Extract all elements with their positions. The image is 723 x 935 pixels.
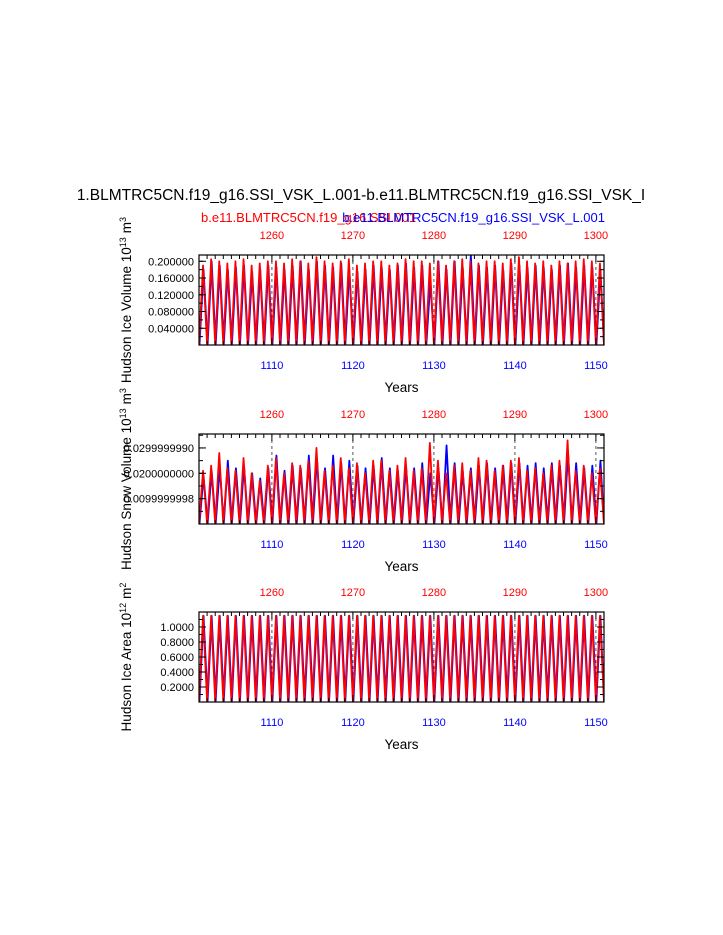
x-tick-label-1130: 1130	[422, 717, 446, 729]
y-tick-label: 0.6000	[160, 652, 194, 664]
x-top-tick-label-1290: 1290	[503, 230, 527, 242]
x-tick-label-1150: 1150	[584, 360, 608, 372]
x-top-tick-label-1270: 1270	[341, 230, 365, 242]
x-tick-label-1120: 1120	[341, 360, 365, 372]
x-tick-label-1120: 1120	[341, 539, 365, 551]
series-line-red	[199, 439, 604, 524]
y-axis-label-ylabel-sup: 13	[118, 237, 128, 247]
x-tick-label-1150: 1150	[584, 717, 608, 729]
x-top-tick-label-1290: 1290	[503, 587, 527, 599]
series-group	[199, 439, 604, 524]
x-top-tick-label-1280: 1280	[422, 409, 446, 421]
y-axis-label-ylabel: Hudson Ice Volume 10	[119, 247, 134, 383]
y-tick-label: 0.2000	[160, 682, 194, 694]
x-top-tick-label-1300: 1300	[584, 230, 608, 242]
y-tick-label: 1.0000	[160, 622, 194, 634]
y-axis-label-ylabel-unit: m	[119, 393, 134, 404]
y-axis-label-ylabel-unit: m	[119, 222, 134, 233]
x-tick-label-1110: 1110	[260, 539, 283, 551]
y-tick-label: 0.4000	[160, 667, 194, 679]
x-top-tick-label-1260: 1260	[260, 230, 284, 242]
y-axis-label: Hudson Snow Volume 1013 m3	[118, 388, 134, 570]
panels: 1110 1260 1120 1270 1130 1280 1140 1290 1150 1300…	[118, 217, 608, 752]
legend-blue-label: b.e11.BLMTRC5CN.f19_g16.SSI_VSK_L.001	[342, 210, 605, 225]
x-tick-label-1150: 1150	[584, 539, 608, 551]
y-tick-label: 0.160000	[148, 273, 194, 285]
x-tick-label-1140: 1140	[503, 539, 527, 551]
x-tick-label-1140: 1140	[503, 360, 527, 372]
series-line-red	[199, 614, 604, 702]
chart-panel-3: 1110 1260 1120 1270 1130 1280 1140 1290 1150 1300…	[118, 583, 608, 752]
x-top-tick-label-1300: 1300	[584, 587, 608, 599]
x-top-tick-label-1290: 1290	[503, 409, 527, 421]
series-group	[199, 614, 604, 702]
chart-panel-1: 1110 1260 1120 1270 1130 1280 1140 1290 1150 1300…	[118, 217, 608, 395]
y-tick-label: 0.8000	[160, 637, 194, 649]
x-axis-label: Years	[384, 737, 418, 752]
y-axis-label-ylabel-sup: 12	[118, 603, 128, 613]
y-axis-label-ylabel-sup: 13	[118, 408, 128, 418]
y-tick-label: 0.200000	[148, 256, 194, 268]
x-axis-label: Years	[384, 380, 418, 395]
x-tick-label-1130: 1130	[422, 360, 446, 372]
x-tick-label-1130: 1130	[422, 539, 446, 551]
y-axis-label-ylabel-unit-sup: 3	[118, 388, 128, 393]
x-top-tick-label-1300: 1300	[584, 409, 608, 421]
x-tick-label-1110: 1110	[260, 717, 283, 729]
x-top-tick-label-1280: 1280	[422, 587, 446, 599]
x-top-tick-label-1280: 1280	[422, 230, 446, 242]
y-axis-label-ylabel-unit: m	[119, 588, 134, 599]
legend-red-label: b.e11.BLMTRC5CN.f19_g16.SSI.001	[201, 210, 416, 225]
x-tick-label-1110: 1110	[260, 360, 283, 372]
y-axis-label: Hudson Ice Area 1012 m2	[118, 583, 134, 732]
y-axis-label-ylabel-unit-sup: 3	[118, 217, 128, 222]
y-axis-label-ylabel: Hudson Snow Volume 10	[119, 418, 134, 570]
x-top-tick-label-1260: 1260	[260, 587, 284, 599]
x-top-tick-label-1260: 1260	[260, 409, 284, 421]
y-tick-label: 0.080000	[148, 307, 194, 319]
y-tick-label: 0.0299999990	[124, 443, 194, 455]
y-tick-label: 0.0200000000	[124, 468, 194, 480]
x-axis-label: Years	[384, 559, 418, 574]
y-tick-label: 0.040000	[148, 323, 194, 335]
y-tick-label: 0.0099999998	[124, 494, 194, 506]
x-top-tick-label-1270: 1270	[341, 587, 365, 599]
chart-panel-2: 1110 1260 1120 1270 1130 1280 1140 1290 1150 1300…	[118, 388, 608, 574]
y-axis-label-ylabel: Hudson Ice Area 10	[119, 613, 134, 732]
y-tick-label: 0.120000	[148, 290, 194, 302]
series-group	[199, 255, 604, 345]
x-tick-label-1140: 1140	[503, 717, 527, 729]
figure-title: 1.BLMTRC5CN.f19_g16.SSI_VSK_L.001-b.e11.…	[77, 187, 645, 204]
series-line-red	[199, 256, 604, 345]
y-axis-label: Hudson Ice Volume 1013 m3	[118, 217, 134, 383]
x-tick-label-1120: 1120	[341, 717, 365, 729]
y-axis-label-ylabel-unit-sup: 2	[118, 583, 128, 588]
x-top-tick-label-1270: 1270	[341, 409, 365, 421]
